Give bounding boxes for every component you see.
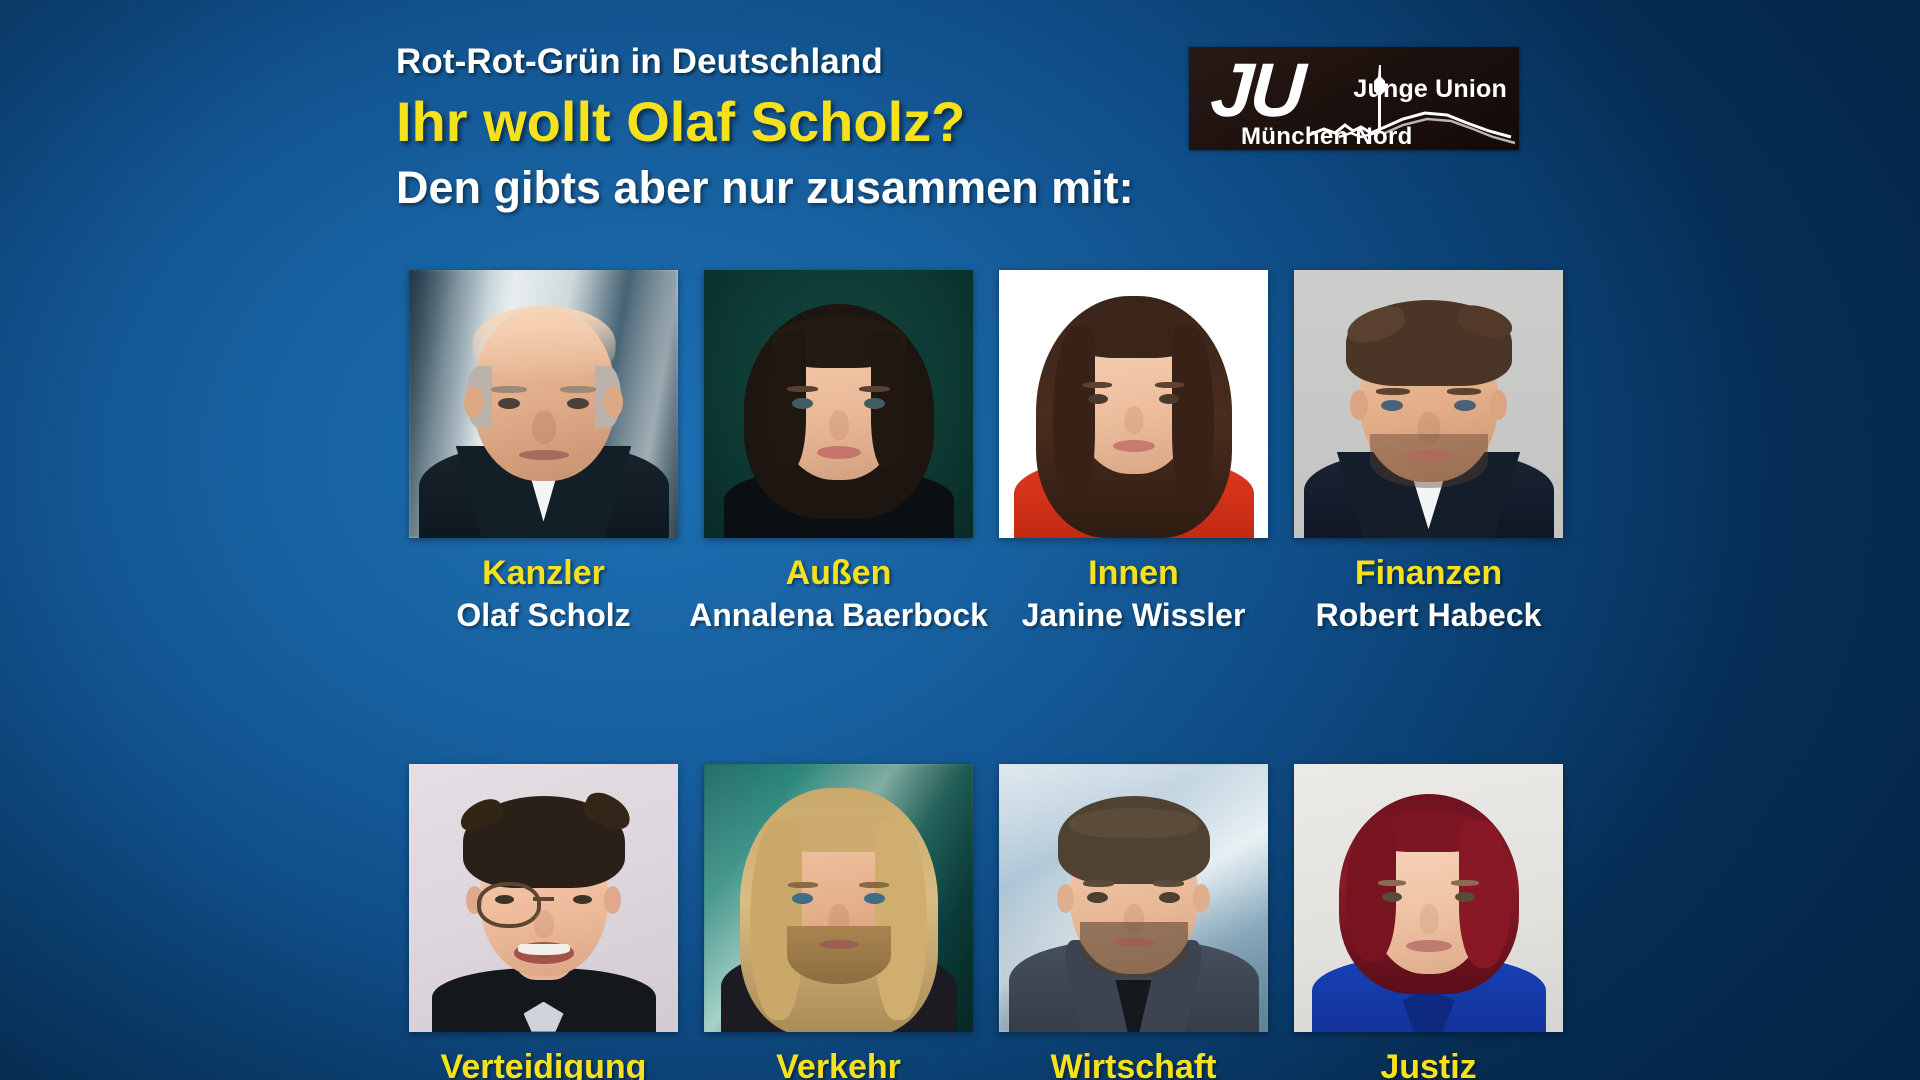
person-name: Annalena Baerbock [689, 597, 988, 634]
portrait-annalena-baerbock [704, 270, 973, 538]
portrait-janine-wissler [999, 270, 1268, 538]
cabinet-card-innen: Innen Janine Wissler [986, 270, 1281, 634]
person-name: Janine Wissler [1021, 597, 1246, 634]
cabinet-card-kanzler: Kanzler Olaf Scholz [396, 270, 691, 634]
munich-skyline-icon [1308, 65, 1516, 145]
portrait-kevin-kuehnert [999, 763, 1268, 1032]
subline: Den gibts aber nur zusammen mit: [396, 162, 1134, 214]
cabinet-card-justiz: Justiz Katja Kipping [1281, 763, 1576, 1080]
cabinet-row-2: Verteidigung Saskia Esken [0, 763, 1920, 1080]
portrait-saskia-esken [409, 763, 678, 1032]
office-label: Verteidigung [440, 1047, 647, 1080]
cabinet-row-1: Kanzler Olaf Scholz [0, 270, 1920, 634]
cabinet-card-wirtschaft: Wirtschaft Kevin Kühnert [986, 763, 1281, 1080]
portrait-anton-hofreiter [704, 763, 973, 1032]
person-name: Olaf Scholz [456, 597, 631, 634]
logo-district: München Nord [1241, 123, 1413, 150]
logo-organization: Junge Union [1353, 75, 1507, 103]
kicker-line: Rot-Rot-Grün in Deutschland [396, 42, 883, 81]
cabinet-card-finanzen: Finanzen Robert Habeck [1281, 270, 1576, 634]
header-text-block: Rot-Rot-Grün in Deutschland Ihr wollt Ol… [396, 42, 1456, 215]
headline: Ihr wollt Olaf Scholz? [396, 90, 966, 154]
office-label: Wirtschaft [1050, 1047, 1217, 1080]
portrait-robert-habeck [1294, 270, 1563, 538]
cabinet-grid: Kanzler Olaf Scholz [0, 270, 1920, 1080]
cabinet-card-verteidigung: Verteidigung Saskia Esken [396, 763, 691, 1080]
cabinet-card-verkehr: Verkehr Anton Hofreiter [691, 763, 986, 1080]
office-label: Kanzler [482, 554, 605, 592]
cabinet-card-aussen: Außen Annalena Baerbock [689, 270, 988, 634]
person-name: Robert Habeck [1315, 597, 1542, 634]
office-label: Außen [785, 554, 892, 592]
portrait-katja-kipping [1294, 763, 1563, 1032]
office-label: Finanzen [1354, 554, 1503, 592]
logo-initials: JU [1208, 48, 1306, 133]
ju-logo: JU München Nord Junge Union [1189, 47, 1519, 150]
office-label: Innen [1088, 554, 1179, 592]
portrait-olaf-scholz [409, 270, 678, 538]
office-label: Justiz [1380, 1047, 1477, 1080]
office-label: Verkehr [776, 1047, 901, 1080]
